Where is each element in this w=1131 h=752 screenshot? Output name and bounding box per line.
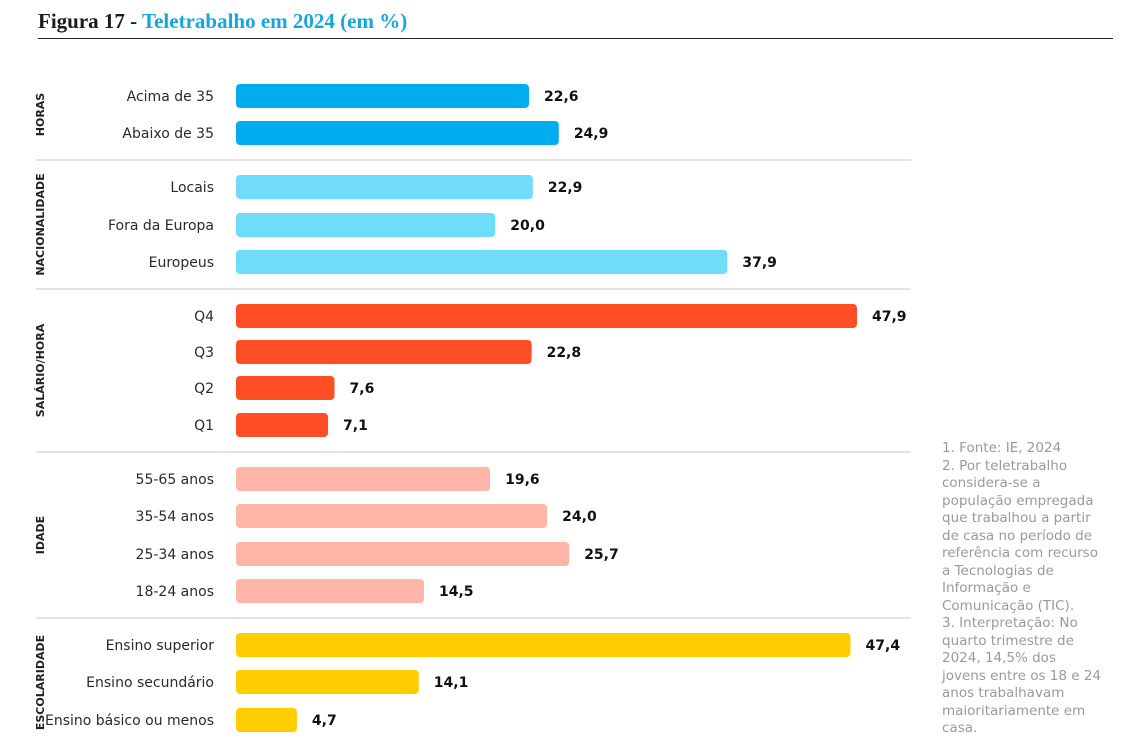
value-label: 24,9 — [574, 126, 609, 142]
bar — [236, 175, 533, 199]
category-label: 18-24 anos — [136, 584, 214, 600]
footnote-interpretation: 3. Interpretação: No quarto trimestre de… — [942, 615, 1102, 736]
bar — [236, 504, 548, 528]
category-label: 25-34 anos — [136, 547, 214, 563]
bar — [236, 376, 335, 400]
category-label: Locais — [170, 180, 214, 196]
category-label: Q4 — [194, 309, 214, 325]
category-label: 55-65 anos — [136, 472, 214, 488]
value-label: 22,9 — [548, 180, 583, 196]
value-label: 47,9 — [872, 309, 907, 325]
bar — [236, 633, 851, 657]
category-label: Fora da Europa — [108, 218, 214, 234]
value-label: 19,6 — [505, 472, 540, 488]
value-label: 7,6 — [350, 381, 375, 397]
bar — [236, 708, 297, 732]
category-label: Abaixo de 35 — [122, 126, 214, 142]
value-label: 25,7 — [584, 547, 619, 563]
category-label: Ensino básico ou menos — [45, 713, 214, 729]
group-label-nacionalidade: NACIONALIDADE — [34, 173, 47, 275]
value-label: 22,8 — [547, 345, 582, 361]
bar — [236, 304, 857, 328]
group-label-escolaridade: ESCOLARIDADE — [34, 635, 47, 730]
figure-header: Figura 17 - Teletrabalho em 2024 (em %) — [38, 9, 407, 34]
footnote-source: 1. Fonte: IE, 2024 — [942, 440, 1062, 456]
teletrabalho-bar-chart: HORAS Acima de 35 22,6 Abaixo de 35 24,9 NACI… — [34, 84, 911, 732]
bar — [236, 250, 728, 274]
category-label: Ensino secundário — [86, 675, 214, 691]
value-label: 22,6 — [544, 89, 579, 105]
group-label-horas: HORAS — [34, 93, 47, 137]
bar — [236, 121, 559, 145]
category-label: Ensino superior — [106, 638, 215, 654]
group-label-idade: IDADE — [34, 516, 47, 554]
value-label: 24,0 — [562, 509, 597, 525]
bar — [236, 84, 529, 108]
category-label: 35-54 anos — [136, 509, 214, 525]
value-label: 14,5 — [439, 584, 474, 600]
figure-title: Teletrabalho em 2024 (em %) — [142, 9, 408, 33]
category-label: Q3 — [194, 345, 214, 361]
value-label: 14,1 — [434, 675, 469, 691]
bar — [236, 213, 496, 237]
bar — [236, 413, 329, 437]
bar — [236, 467, 491, 491]
bar — [236, 579, 424, 603]
value-label: 7,1 — [343, 418, 368, 434]
value-label: 20,0 — [510, 218, 545, 234]
value-label: 4,7 — [312, 713, 337, 729]
value-label: 37,9 — [742, 255, 777, 271]
footnotes: 1. Fonte: IE, 2024 2. Por teletrabalho c… — [942, 440, 1102, 738]
bar — [236, 670, 419, 694]
header-rule — [38, 38, 1113, 39]
figure-number: Figura 17 - — [38, 9, 143, 33]
bar — [236, 340, 532, 364]
group-label-salario-hora: SALÁRIO/HORA — [34, 323, 47, 417]
category-label: Europeus — [149, 255, 214, 271]
category-label: Acima de 35 — [127, 89, 214, 105]
category-label: Q1 — [194, 418, 214, 434]
category-label: Q2 — [194, 381, 214, 397]
value-label: 47,4 — [866, 638, 901, 654]
bar — [236, 542, 570, 566]
footnote-definition: 2. Por teletrabalho considera-se a popul… — [942, 457, 1098, 614]
